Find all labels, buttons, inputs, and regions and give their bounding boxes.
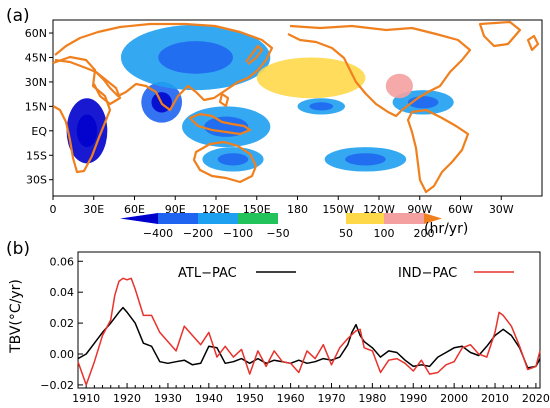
map-y-tick-label: 15N xyxy=(25,100,47,113)
line-x-tick-label: 2020 xyxy=(522,392,550,405)
line-y-ticks: −0.02 0.00 0.02 0.04 0.06 xyxy=(40,255,83,392)
line-plot-frame xyxy=(77,251,541,389)
colorbar-label: −50 xyxy=(266,227,289,240)
map-x-tick-label: 30W xyxy=(489,203,514,216)
colorbar-bin xyxy=(384,213,424,224)
philippines-outline xyxy=(218,92,230,108)
map-y-tick-label: 45N xyxy=(25,51,47,64)
region-north-pacific xyxy=(256,57,366,99)
colorbar-bin xyxy=(346,213,384,224)
map-x-ticks: 0 30E 60E 90E 120E 150E 180 150W 120W 90W 60W 30W xyxy=(50,196,514,216)
region-core-6 xyxy=(345,153,386,166)
colorbar-label: 50 xyxy=(339,227,353,240)
greenland-outline xyxy=(478,20,522,48)
map-x-tick-label: 150W xyxy=(322,203,354,216)
japan-outline xyxy=(245,44,264,65)
map-x-tick-label: 120E xyxy=(202,203,230,216)
map-x-tick-label: 120W xyxy=(363,203,395,216)
line-x-tick-label: 1920 xyxy=(113,392,141,405)
land-outlines xyxy=(52,20,540,194)
y-axis-label: TBV(°C/yr) xyxy=(8,279,24,354)
map-x-tick-label: 0 xyxy=(50,203,57,216)
series-line-ind-pac xyxy=(77,277,541,386)
region-core-2 xyxy=(158,41,233,74)
map-y-tick-label: 30N xyxy=(25,76,47,89)
map-x-tick-label: 180 xyxy=(287,203,308,216)
panel-b-label: (b) xyxy=(6,239,30,259)
legend-label-ind-pac: IND−PAC xyxy=(398,266,457,281)
line-series-group xyxy=(77,277,541,386)
line-x-tick-label: 2010 xyxy=(481,392,509,405)
line-y-tick-label: −0.02 xyxy=(40,379,74,392)
line-x-tick-label: 2000 xyxy=(440,392,468,405)
south-america-outline xyxy=(406,108,470,194)
map-y-tick-label: 60N xyxy=(25,27,47,40)
colorbar-label: −400 xyxy=(143,227,173,240)
colorbar: −400 −200 −100 −50 50 100 200 xyxy=(120,213,442,240)
colorbar-bin xyxy=(120,213,158,224)
line-x-tick-label: 1930 xyxy=(154,392,182,405)
colorbar-label: −200 xyxy=(183,227,213,240)
legend-label-atl-pac: ATL−PAC xyxy=(178,266,237,281)
line-x-tick-label: 1910 xyxy=(72,392,100,405)
line-x-tick-label: 1940 xyxy=(195,392,223,405)
map-anomaly-regions xyxy=(66,24,454,172)
region-mexico xyxy=(385,73,413,99)
arabia-outline xyxy=(93,71,122,106)
region-core-5 xyxy=(309,102,334,111)
colorbar-bin xyxy=(424,213,442,224)
line-x-tick-label: 1950 xyxy=(236,392,264,405)
line-y-tick-label: 0.06 xyxy=(50,255,75,268)
colorbar-bin xyxy=(158,213,198,224)
map-y-tick-label: EQ xyxy=(31,125,47,138)
map-x-tick-label: 90W xyxy=(407,203,432,216)
line-x-tick-label: 1970 xyxy=(317,392,345,405)
colorbar-label: 100 xyxy=(374,227,395,240)
legend: ATL−PAC IND−PAC xyxy=(178,266,514,281)
region-core-0 xyxy=(76,114,98,148)
map-y-ticks: 60N 45N 30N 15N EQ 15S 30S xyxy=(25,27,53,187)
uk-outline xyxy=(526,34,540,52)
line-x-tick-label: 1960 xyxy=(277,392,305,405)
line-x-tick-label: 1980 xyxy=(358,392,386,405)
africa-outline xyxy=(52,55,112,174)
line-y-tick-label: 0.00 xyxy=(50,348,75,361)
australia-outline xyxy=(192,140,258,184)
map-y-tick-label: 15S xyxy=(26,149,47,162)
colorbar-bin xyxy=(198,213,238,224)
map-x-tick-label: 90E xyxy=(165,203,186,216)
map-y-tick-label: 30S xyxy=(26,174,47,187)
panel-a-label: (a) xyxy=(6,6,30,26)
map-x-tick-label: 30E xyxy=(83,203,104,216)
colorbar-label: −100 xyxy=(223,227,253,240)
map-x-tick-label: 150E xyxy=(243,203,271,216)
region-core-4 xyxy=(217,153,249,166)
colorbar-label: 200 xyxy=(414,227,435,240)
eurasia-outline xyxy=(54,22,274,112)
colorbar-bin xyxy=(238,213,278,224)
line-y-tick-label: 0.04 xyxy=(50,286,75,299)
line-x-ticks: 1910 1920 1930 1940 1950 1960 1970 1980 1990 2000… xyxy=(72,383,550,405)
maritime-outline xyxy=(188,112,252,136)
colorbar-unit: (hr/yr) xyxy=(424,221,468,237)
map-x-tick-label: 60E xyxy=(124,203,145,216)
line-y-tick-label: 0.02 xyxy=(50,317,75,330)
map-panel: 0 30E 60E 90E 120E 150E 180 150W 120W 90W 60W 30W 6… xyxy=(25,19,543,216)
map-x-tick-label: 60W xyxy=(448,203,473,216)
north-america-outline xyxy=(287,24,472,118)
line-x-tick-label: 1990 xyxy=(399,392,427,405)
region-core-3 xyxy=(204,116,249,137)
series-line-atl-pac xyxy=(77,306,541,369)
